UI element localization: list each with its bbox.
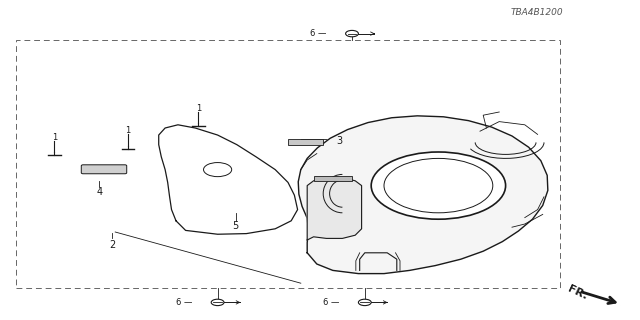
Circle shape [384, 158, 493, 213]
Text: 4: 4 [96, 187, 102, 197]
Circle shape [346, 30, 358, 37]
Text: FR.: FR. [566, 284, 589, 302]
Text: TBA4B1200: TBA4B1200 [511, 8, 563, 17]
Text: 5: 5 [232, 220, 239, 231]
Circle shape [371, 152, 506, 219]
Text: 1: 1 [125, 126, 131, 135]
Text: 6 —: 6 — [310, 29, 326, 38]
Polygon shape [298, 116, 548, 274]
Text: 6 —: 6 — [175, 298, 192, 307]
Circle shape [211, 299, 224, 306]
Bar [314, 176, 352, 181]
Bar [288, 139, 323, 145]
FancyBboxPatch shape [81, 165, 127, 174]
Circle shape [358, 299, 371, 306]
Bar [16, 40, 560, 288]
Circle shape [204, 163, 232, 177]
Text: 6 —: 6 — [323, 298, 339, 307]
Text: 2: 2 [109, 240, 115, 250]
Text: 3: 3 [336, 136, 342, 146]
Text: 1: 1 [52, 133, 57, 142]
Polygon shape [307, 178, 362, 240]
Text: 1: 1 [196, 104, 201, 113]
